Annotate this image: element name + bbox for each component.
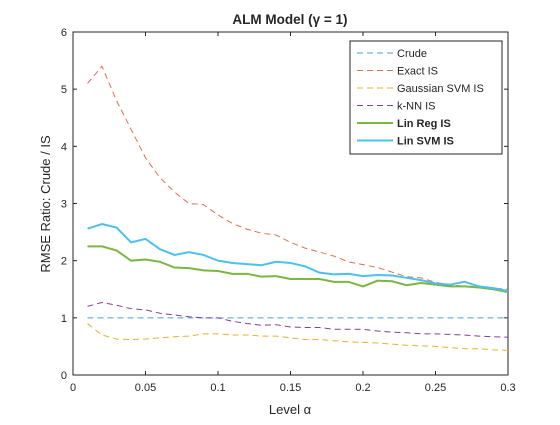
y-tick-label: 6 — [61, 27, 67, 39]
legend-box — [349, 40, 503, 155]
legend-label-crude: Crude — [397, 48, 427, 60]
x-tick-label: 0.15 — [280, 382, 301, 394]
y-tick-label: 3 — [61, 199, 67, 211]
legend: Crude Exact IS Gaussian SVM IS k-NN IS Lin R… — [349, 40, 503, 155]
y-tick-label: 1 — [61, 313, 67, 325]
y-tick-label: 5 — [61, 84, 67, 96]
series-line-k-nn-is — [87, 301, 508, 338]
x-tick-label: 0.1 — [210, 382, 225, 394]
x-tick-label: 0.3 — [500, 382, 515, 394]
series-line-lin-svm-is — [87, 223, 508, 292]
legend-label-gaussian-svm-is: Gaussian SVM IS — [397, 83, 484, 95]
series-line-lin-reg-is — [87, 245, 508, 294]
legend-label-exact-is: Exact IS — [397, 66, 438, 78]
legend-label-lin-reg-is: Lin Reg IS — [397, 118, 451, 130]
chart-title: ALM Model (γ = 1) — [232, 12, 347, 27]
legend-label-lin-svm-is: Lin SVM IS — [397, 136, 454, 148]
legend-label-k-nn-is: k-NN IS — [397, 101, 436, 113]
x-tick-label: 0.2 — [355, 382, 370, 394]
x-tick-label: 0 — [70, 382, 76, 394]
series-line-gaussian-svm-is — [87, 323, 508, 351]
y-tick-label: 2 — [61, 256, 67, 268]
y-tick-label: 4 — [61, 141, 67, 153]
x-tick-label: 0.05 — [135, 382, 156, 394]
y-axis-label: RMSE Ratio: Crude / IS — [38, 135, 53, 273]
x-tick-label: 0.25 — [425, 382, 446, 394]
y-tick-label: 0 — [61, 370, 67, 382]
x-axis-label: Level α — [269, 402, 312, 417]
